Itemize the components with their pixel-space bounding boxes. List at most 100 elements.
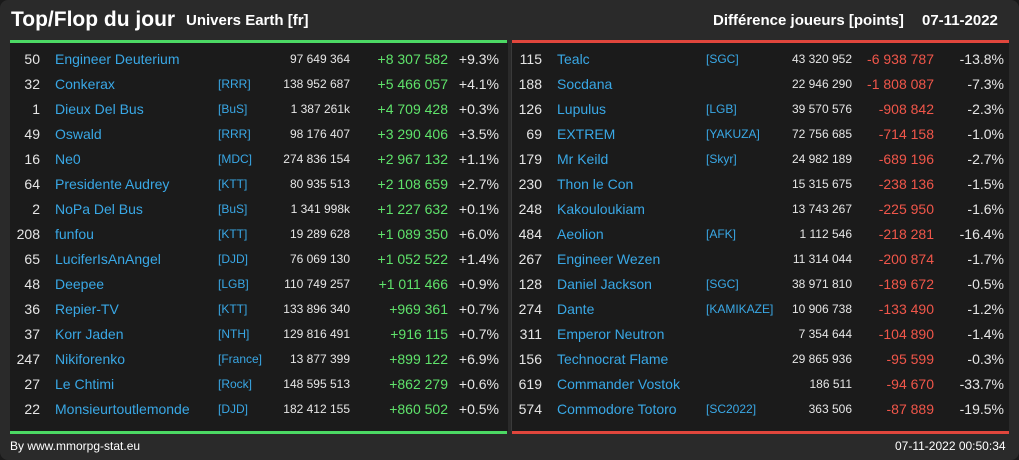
player-rank: 574 <box>518 401 542 417</box>
top-row: 208 funfou [KTT] 19 289 628 +1 089 350 +6.0% <box>10 222 508 247</box>
guild-tag-link[interactable]: [Rock] <box>218 377 253 391</box>
player-name-link[interactable]: Technocrat Flame <box>557 351 669 367</box>
top-row: 50 Engineer Deuterium 97 649 364 +8 307 582… <box>10 47 508 72</box>
player-name-link[interactable]: Korr Jaden <box>55 326 124 342</box>
player-name-link[interactable]: Conkerax <box>55 76 115 92</box>
points-diff: -1 808 087 <box>867 76 934 92</box>
points-percent: +0.6% <box>458 376 499 392</box>
player-rank: 16 <box>24 151 40 167</box>
points-percent: +0.3% <box>458 101 499 117</box>
player-rank: 2 <box>32 201 40 217</box>
player-name-link[interactable]: Ne0 <box>55 151 81 167</box>
guild-tag-link[interactable]: [KTT] <box>218 302 248 316</box>
points-percent: +4.1% <box>458 76 499 92</box>
guild-tag-link[interactable]: [DJD] <box>218 252 248 266</box>
flop-row: 179 Mr Keild [Skyr] 24 982 189 -689 196 -2.7% <box>512 147 1010 172</box>
flop-row: 230 Thon le Con 15 315 675 -238 136 -1.5% <box>512 172 1010 197</box>
top-row: 27 Le Chtimi [Rock] 148 595 513 +862 279 +0.6… <box>10 372 508 397</box>
player-points: 133 896 340 <box>283 302 350 316</box>
guild-tag-link[interactable]: [SGC] <box>706 277 739 291</box>
footer-source: By www.mmorpg-stat.eu <box>10 439 141 453</box>
player-name-link[interactable]: Aeolion <box>557 226 604 242</box>
points-percent: -16.4% <box>959 226 1004 242</box>
top-panel: 50 Engineer Deuterium 97 649 364 +8 307 582… <box>10 43 508 431</box>
player-name-link[interactable]: Commander Vostok <box>557 376 680 392</box>
guild-tag-link[interactable]: [BuS] <box>218 102 248 116</box>
guild-tag-link[interactable]: [SGC] <box>706 52 739 66</box>
guild-tag-link[interactable]: [BuS] <box>218 202 248 216</box>
player-rank: 248 <box>518 201 542 217</box>
player-name-link[interactable]: Thon le Con <box>557 176 634 192</box>
guild-tag-link[interactable]: [DJD] <box>218 402 248 416</box>
guild-tag-link[interactable]: [France] <box>218 352 263 366</box>
player-name-link[interactable]: Dante <box>557 301 595 317</box>
player-name-link[interactable]: Commodore Totoro <box>557 401 677 417</box>
player-name-link[interactable]: Monsieurtoutlemonde <box>55 401 190 417</box>
flop-row: 115 Tealc [SGC] 43 320 952 -6 938 787 -13.8% <box>512 47 1010 72</box>
header: Top/Flop du jour Univers Earth [fr] Diff… <box>0 0 1019 40</box>
points-diff: +916 115 <box>390 326 448 342</box>
points-diff: +862 279 <box>389 376 448 392</box>
player-name-link[interactable]: Emperor Neutron <box>557 326 665 342</box>
player-name-link[interactable]: Engineer Deuterium <box>55 51 180 67</box>
guild-tag-link[interactable]: [Skyr] <box>706 152 737 166</box>
player-name-link[interactable]: Daniel Jackson <box>557 276 652 292</box>
top-row: 2 NoPa Del Bus [BuS] 1 341 998k +1 227 632 +0… <box>10 197 508 222</box>
player-rank: 64 <box>24 176 40 192</box>
player-name-link[interactable]: funfou <box>55 226 94 242</box>
player-name-link[interactable]: Deepee <box>55 276 105 292</box>
player-name-link[interactable]: Kakouloukiam <box>557 201 645 217</box>
player-name-link[interactable]: Presidente Audrey <box>55 176 170 192</box>
guild-tag-link[interactable]: [RRR] <box>218 127 251 141</box>
guild-tag-link[interactable]: [AFK] <box>706 227 737 241</box>
player-rank: 48 <box>24 276 40 292</box>
player-rank: 126 <box>518 101 542 117</box>
player-name-link[interactable]: Dieux Del Bus <box>55 101 144 117</box>
player-name-link[interactable]: Engineer Wezen <box>557 251 661 267</box>
guild-tag-link[interactable]: [RRR] <box>218 77 251 91</box>
guild-tag-link[interactable]: [NTH] <box>218 327 250 341</box>
player-points: 15 315 675 <box>791 177 852 191</box>
player-name-link[interactable]: EXTREM <box>557 126 616 142</box>
points-percent: -2.3% <box>967 101 1004 117</box>
player-name-link[interactable]: Oswald <box>55 126 102 142</box>
guild-tag-link[interactable]: [KTT] <box>218 227 248 241</box>
points-percent: +0.9% <box>458 276 499 292</box>
player-rank: 188 <box>518 76 542 92</box>
guild-tag-link[interactable]: [KAMIKAZE] <box>706 302 774 316</box>
guild-tag-link[interactable]: [MDC] <box>218 152 252 166</box>
player-name-link[interactable]: LuciferIsAnAngel <box>55 251 161 267</box>
player-rank: 37 <box>24 326 40 342</box>
points-percent: +6.9% <box>458 351 499 367</box>
player-name-link[interactable]: Tealc <box>557 51 590 67</box>
player-rank: 1 <box>32 101 40 117</box>
player-name-link[interactable]: Mr Keild <box>557 151 609 167</box>
player-rank: 32 <box>24 76 40 92</box>
player-name-link[interactable]: Socdana <box>557 76 613 92</box>
points-percent: -19.5% <box>959 401 1004 417</box>
guild-tag-link[interactable]: [YAKUZA] <box>706 127 760 141</box>
guild-tag-link[interactable]: [SC2022] <box>706 402 757 416</box>
guild-tag-link[interactable]: [LGB] <box>706 102 737 116</box>
points-percent: -33.7% <box>959 376 1004 392</box>
points-percent: -7.3% <box>967 76 1004 92</box>
player-points: 29 865 936 <box>791 352 852 366</box>
points-diff: -95 599 <box>886 351 934 367</box>
player-points: 274 836 154 <box>283 152 350 166</box>
player-rank: 22 <box>24 401 40 417</box>
flop-row: 619 Commander Vostok 186 511 -94 670 -33.7% <box>512 372 1010 397</box>
player-name-link[interactable]: Nikiforenko <box>55 351 126 367</box>
player-name-link[interactable]: NoPa Del Bus <box>55 201 143 217</box>
flop-row: 126 Lupulus [LGB] 39 570 576 -908 842 -2.3% <box>512 97 1010 122</box>
points-percent: +9.3% <box>458 51 499 67</box>
player-name-link[interactable]: Lupulus <box>557 101 607 117</box>
player-points: 98 176 407 <box>289 127 350 141</box>
player-name-link[interactable]: Repier-TV <box>55 301 119 317</box>
points-diff: -133 490 <box>878 301 934 317</box>
guild-tag-link[interactable]: [LGB] <box>218 277 249 291</box>
player-rank: 230 <box>518 176 542 192</box>
points-percent: -1.4% <box>967 326 1004 342</box>
player-rank: 274 <box>518 301 542 317</box>
player-name-link[interactable]: Le Chtimi <box>55 376 115 392</box>
guild-tag-link[interactable]: [KTT] <box>218 177 248 191</box>
